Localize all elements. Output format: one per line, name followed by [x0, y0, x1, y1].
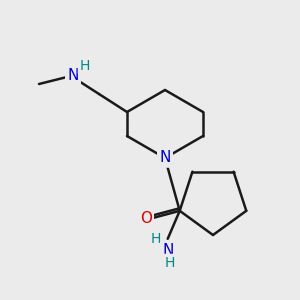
Text: H: H [151, 232, 161, 246]
Text: N: N [159, 151, 171, 166]
Text: H: H [80, 59, 90, 73]
Text: N: N [162, 243, 173, 258]
Text: O: O [140, 211, 152, 226]
Text: N: N [67, 68, 79, 83]
Text: H: H [164, 256, 175, 270]
